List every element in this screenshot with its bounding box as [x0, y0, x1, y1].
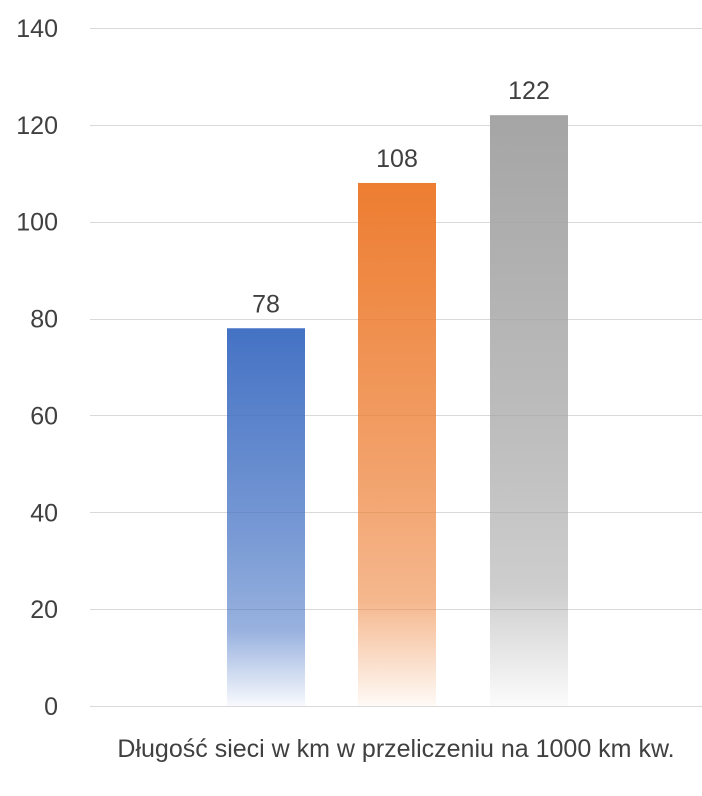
data-labels: 78 108 122: [252, 77, 550, 318]
x-category-label: Długość sieci w km w przeliczeniu na 100…: [117, 735, 675, 763]
bars: [227, 115, 568, 706]
bar-value-label: 108: [376, 145, 418, 173]
y-axis-ticks: 0 20 40 60 80 100 120 140: [16, 15, 58, 721]
y-tick-label: 80: [30, 306, 58, 334]
y-tick-label: 120: [16, 112, 58, 140]
y-tick-label: 140: [16, 15, 58, 43]
y-tick-label: 20: [30, 596, 58, 624]
bar-2: [358, 182, 436, 706]
y-tick-label: 60: [30, 402, 58, 430]
bar-3: [490, 115, 568, 706]
bar-value-label: 78: [252, 290, 280, 318]
bar-1: [227, 328, 305, 706]
y-tick-label: 40: [30, 499, 58, 527]
y-tick-label: 100: [16, 209, 58, 237]
y-tick-label: 0: [44, 693, 58, 721]
bar-value-label: 122: [508, 77, 550, 105]
